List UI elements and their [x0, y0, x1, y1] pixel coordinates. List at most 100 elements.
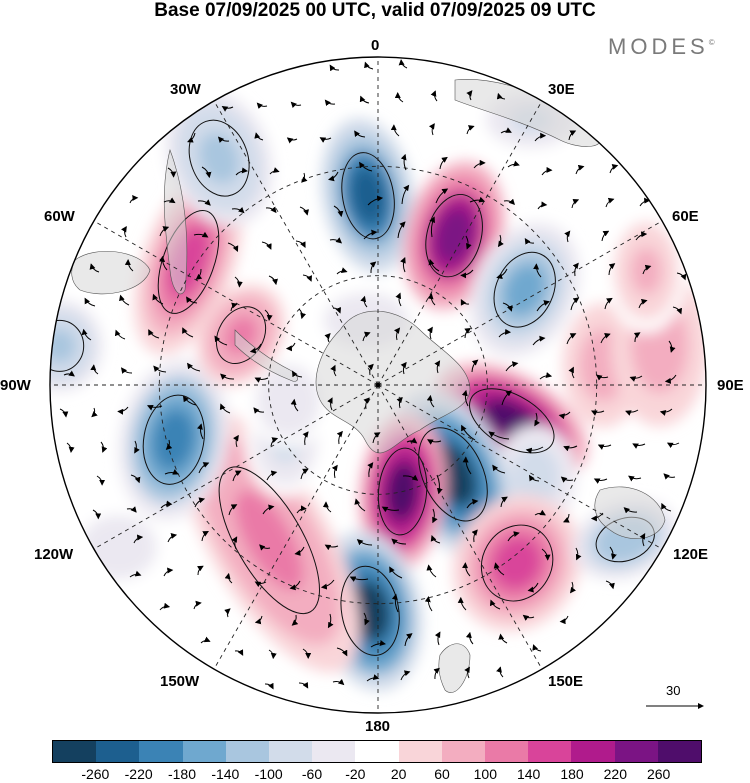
anomaly-cell	[434, 207, 474, 264]
label-lon-30w: 30W	[170, 81, 201, 98]
wind-vector	[121, 225, 127, 238]
wind-vector	[661, 502, 672, 512]
wind-vector	[609, 164, 619, 174]
label-lon-30e: 30E	[548, 81, 575, 98]
map-boundary	[49, 56, 707, 714]
wind-vector	[159, 602, 171, 611]
wind-vector	[329, 64, 340, 72]
wind-vector	[625, 409, 639, 416]
wind-vector	[367, 195, 384, 206]
wind-vector	[266, 470, 278, 481]
label-lon-60w: 60W	[44, 208, 75, 225]
colorbar-tick-label: 20	[390, 766, 407, 782]
wind-vector	[593, 478, 608, 484]
wind-vector	[231, 206, 245, 214]
anomaly-cell	[631, 247, 662, 295]
wind-vector	[261, 241, 272, 250]
wind-vector	[533, 263, 542, 278]
contour-line	[469, 388, 555, 454]
colorbar-bin	[182, 741, 226, 762]
wind-vector	[332, 678, 345, 686]
wind-vector	[330, 364, 337, 377]
wind-vector	[566, 333, 577, 345]
wind-vector	[439, 156, 448, 170]
wind-vector	[63, 370, 75, 377]
anomaly-cell	[520, 456, 552, 496]
wind-vector	[427, 439, 442, 445]
wind-vector	[390, 124, 400, 137]
wind-vector	[507, 531, 520, 542]
wind-vector	[327, 397, 333, 411]
colorbar-bin	[139, 741, 183, 762]
wind-vector	[165, 439, 173, 450]
wind-vector	[633, 332, 641, 343]
colorbar-ticks: -260 -220 -180 -140 -100 -60 -20 20 60 100 140 180 2…	[0, 766, 750, 783]
wind-vector	[469, 196, 486, 203]
wind-vector	[300, 468, 309, 480]
wind-vector	[575, 547, 582, 561]
wind-vector	[381, 506, 400, 513]
wind-vector	[430, 534, 441, 544]
wind-vector	[134, 440, 140, 454]
wind-vector	[391, 538, 407, 545]
wind-vector	[146, 405, 163, 411]
colorbar-tick-label: -260	[81, 766, 110, 782]
wind-vector	[230, 302, 238, 312]
wind-vector	[286, 137, 298, 144]
wind-vector	[501, 390, 513, 406]
wind-vector	[333, 205, 344, 218]
wind-vector	[488, 431, 510, 440]
wind-vector	[527, 582, 539, 593]
contour-line	[157, 209, 220, 314]
wind-vector	[426, 394, 435, 408]
wind-vector	[285, 342, 296, 352]
label-lon-120w: 120W	[34, 546, 74, 563]
wind-vector	[500, 127, 512, 134]
wind-vector	[562, 513, 570, 523]
wind-vector	[473, 159, 486, 169]
wind-vector	[391, 593, 399, 613]
wind-vector	[296, 505, 307, 514]
wind-vector	[186, 296, 198, 304]
wind-vector	[433, 667, 440, 680]
wind-vector	[232, 470, 242, 482]
wind-vector	[362, 331, 371, 342]
wind-vector	[568, 130, 577, 141]
wind-vector	[92, 509, 102, 520]
contour-line	[418, 427, 488, 522]
wind-vector	[462, 562, 471, 577]
wind-vector	[324, 544, 339, 551]
anomaly-cell	[350, 580, 390, 642]
anomaly-cell	[492, 537, 542, 589]
colorbar-tick-label: -100	[254, 766, 283, 782]
wind-vector	[254, 132, 264, 141]
anomaly-cell	[503, 264, 546, 316]
wind-vector	[289, 580, 301, 591]
wind-vector	[525, 446, 544, 454]
wind-vector	[228, 504, 238, 516]
wind-vector	[465, 235, 472, 250]
wind-vector	[153, 365, 167, 373]
wind-vector	[404, 633, 413, 647]
wind-vector	[466, 498, 479, 509]
wind-vector	[336, 647, 348, 657]
wind-vector	[394, 92, 404, 103]
wind-vector	[302, 431, 309, 446]
wind-vector	[198, 462, 210, 474]
wind-vector	[182, 327, 194, 338]
wind-vector	[605, 580, 615, 590]
wind-vector	[489, 599, 501, 610]
colorbar-tick-label: -140	[211, 766, 240, 782]
wind-vector	[59, 408, 69, 418]
meridian-line	[377, 211, 679, 386]
wind-vector	[498, 328, 512, 338]
wind-vector	[295, 240, 306, 248]
label-lon-90e: 90E	[717, 377, 744, 394]
colorbar-bin	[528, 741, 572, 762]
wind-vector	[659, 408, 673, 416]
wind-vector	[269, 167, 280, 175]
wind-vector	[369, 261, 377, 274]
wind-vector	[201, 531, 209, 542]
wind-vector	[639, 533, 646, 547]
anomaly-cell	[100, 531, 137, 563]
